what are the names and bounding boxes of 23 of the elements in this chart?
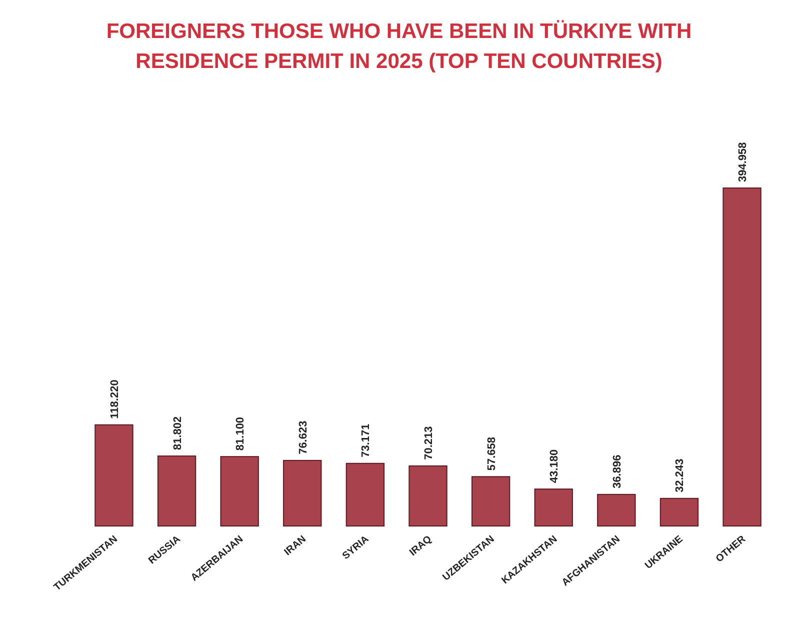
bar: [94, 424, 134, 526]
bar: [660, 498, 699, 526]
data-label: 81.802: [172, 416, 184, 450]
data-label: 70.213: [423, 426, 435, 460]
bar: [534, 488, 573, 526]
bar: [220, 456, 259, 526]
data-label: 394.958: [737, 142, 750, 182]
bar: [722, 188, 762, 526]
data-label: 73.171: [360, 424, 372, 458]
data-label: 76.623: [297, 420, 310, 454]
chart-title: FOREIGNERS THOSE WHO HAVE BEEN IN TÜRKIYE WITH RESIDENCE PERMIT IN 2025 (TOP TEN COUNTRIES): [106, 20, 692, 73]
bar: [471, 476, 510, 526]
data-label: 81.100: [234, 416, 247, 451]
data-label: 32.243: [674, 458, 686, 492]
data-label: 36.896: [611, 454, 624, 488]
data-label: 118.220: [108, 380, 121, 419]
data-label: 57.658: [486, 437, 498, 471]
bar: [597, 494, 636, 526]
bar: [157, 455, 196, 526]
bar: [408, 465, 448, 526]
bar: [283, 460, 322, 526]
data-label: 43.180: [548, 449, 561, 484]
bar: [346, 462, 385, 526]
